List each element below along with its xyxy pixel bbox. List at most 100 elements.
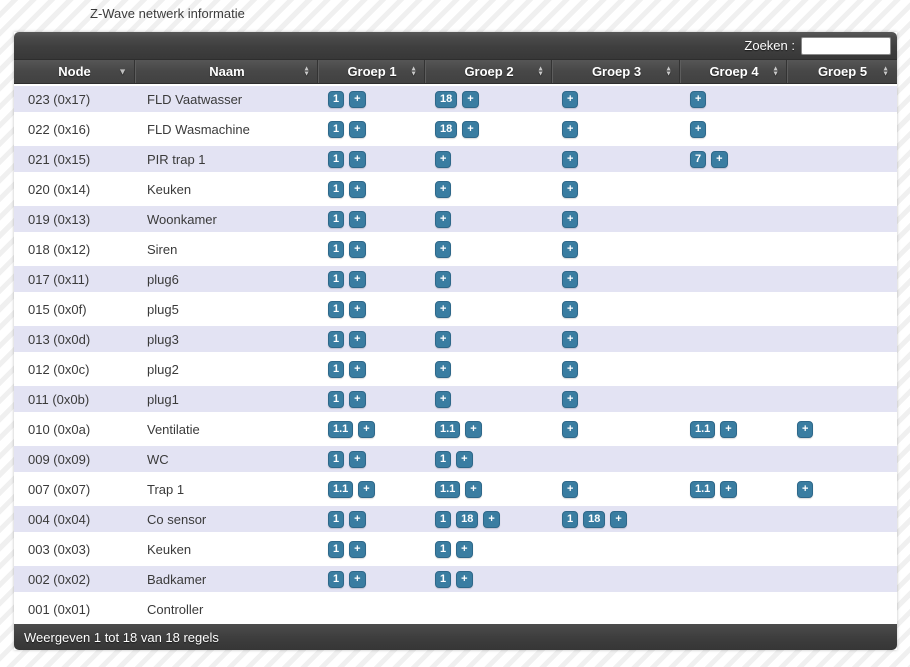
add-association-button[interactable]: + bbox=[562, 90, 579, 108]
add-association-button[interactable]: + bbox=[349, 180, 366, 198]
add-association-button[interactable]: + bbox=[690, 120, 707, 138]
add-association-button[interactable]: + bbox=[349, 450, 366, 468]
add-association-button[interactable]: + bbox=[435, 330, 452, 348]
column-header[interactable]: Naam ▲ ▼ bbox=[135, 60, 318, 83]
association-button[interactable]: 18 bbox=[456, 510, 479, 528]
add-association-button[interactable]: + bbox=[456, 570, 473, 588]
add-association-button[interactable]: + bbox=[349, 540, 366, 558]
association-button[interactable]: 1 bbox=[328, 180, 345, 198]
add-association-button[interactable]: + bbox=[720, 480, 737, 498]
association-button[interactable]: 1.1 bbox=[328, 420, 354, 438]
add-association-button[interactable]: + bbox=[435, 150, 452, 168]
add-association-button[interactable]: + bbox=[562, 240, 579, 258]
add-association-button[interactable]: + bbox=[562, 120, 579, 138]
association-button[interactable]: 18 bbox=[435, 90, 458, 108]
add-association-button[interactable]: + bbox=[349, 240, 366, 258]
add-association-button[interactable]: + bbox=[349, 330, 366, 348]
add-association-button[interactable]: + bbox=[358, 420, 375, 438]
association-button[interactable]: 1 bbox=[328, 510, 345, 528]
column-header-label: Naam bbox=[209, 64, 245, 79]
add-association-button[interactable]: + bbox=[349, 90, 366, 108]
search-input[interactable] bbox=[801, 36, 891, 55]
association-button[interactable]: 1 bbox=[435, 570, 452, 588]
add-association-button[interactable]: + bbox=[435, 390, 452, 408]
add-association-button[interactable]: + bbox=[349, 570, 366, 588]
add-association-button[interactable]: + bbox=[562, 270, 579, 288]
column-header[interactable]: Groep 1 ▲ ▼ bbox=[318, 60, 425, 83]
add-association-button[interactable]: + bbox=[456, 450, 473, 468]
add-association-button[interactable]: + bbox=[435, 270, 452, 288]
add-association-button[interactable]: + bbox=[435, 210, 452, 228]
add-association-button[interactable]: + bbox=[349, 360, 366, 378]
association-button[interactable]: 1 bbox=[328, 570, 345, 588]
add-association-button[interactable]: + bbox=[610, 510, 627, 528]
association-button[interactable]: 1.1 bbox=[435, 420, 461, 438]
add-association-button[interactable]: + bbox=[349, 150, 366, 168]
add-association-button[interactable]: + bbox=[562, 210, 579, 228]
add-association-button[interactable]: + bbox=[483, 510, 500, 528]
add-association-button[interactable]: + bbox=[358, 480, 375, 498]
add-association-button[interactable]: + bbox=[462, 90, 479, 108]
add-association-button[interactable]: + bbox=[562, 150, 579, 168]
association-button[interactable]: 1 bbox=[328, 90, 345, 108]
association-button[interactable]: 1.1 bbox=[328, 480, 354, 498]
add-association-button[interactable]: + bbox=[435, 180, 452, 198]
association-button[interactable]: 18 bbox=[435, 120, 458, 138]
add-association-button[interactable]: + bbox=[711, 150, 728, 168]
association-button[interactable]: 1 bbox=[328, 360, 345, 378]
sort-both-icon: ▲ ▼ bbox=[303, 65, 310, 78]
association-button[interactable]: 1 bbox=[328, 150, 345, 168]
column-header[interactable]: Groep 5 ▲ ▼ bbox=[787, 60, 897, 83]
add-association-button[interactable]: + bbox=[435, 360, 452, 378]
add-association-button[interactable]: + bbox=[562, 180, 579, 198]
add-association-button[interactable]: + bbox=[465, 480, 482, 498]
add-association-button[interactable]: + bbox=[797, 480, 814, 498]
add-association-button[interactable]: + bbox=[349, 390, 366, 408]
association-button[interactable]: 1.1 bbox=[435, 480, 461, 498]
add-association-button[interactable]: + bbox=[690, 90, 707, 108]
association-button[interactable]: 1 bbox=[435, 450, 452, 468]
add-association-button[interactable]: + bbox=[456, 540, 473, 558]
association-button[interactable]: 1 bbox=[328, 210, 345, 228]
column-header[interactable]: Groep 3 ▲ ▼ bbox=[552, 60, 680, 83]
column-header-label: Node bbox=[58, 64, 91, 79]
add-association-button[interactable]: + bbox=[562, 420, 579, 438]
association-button[interactable]: 1 bbox=[328, 330, 345, 348]
add-association-button[interactable]: + bbox=[349, 300, 366, 318]
group-4-cell bbox=[680, 506, 787, 532]
association-button[interactable]: 1 bbox=[328, 390, 345, 408]
association-button[interactable]: 1 bbox=[435, 540, 452, 558]
association-button[interactable]: 1 bbox=[562, 510, 579, 528]
association-button[interactable]: 1 bbox=[328, 240, 345, 258]
search-label: Zoeken : bbox=[744, 38, 795, 53]
association-button[interactable]: 1.1 bbox=[690, 480, 716, 498]
add-association-button[interactable]: + bbox=[435, 240, 452, 258]
add-association-button[interactable]: + bbox=[349, 120, 366, 138]
column-header[interactable]: Node ▼ bbox=[14, 60, 135, 83]
association-button[interactable]: 1 bbox=[328, 270, 345, 288]
association-button[interactable]: 7 bbox=[690, 150, 707, 168]
association-button[interactable]: 1 bbox=[328, 540, 345, 558]
association-button[interactable]: 1 bbox=[328, 450, 345, 468]
add-association-button[interactable]: + bbox=[562, 300, 579, 318]
add-association-button[interactable]: + bbox=[797, 420, 814, 438]
association-button[interactable]: 1 bbox=[328, 300, 345, 318]
add-association-button[interactable]: + bbox=[562, 360, 579, 378]
add-association-button[interactable]: + bbox=[349, 510, 366, 528]
add-association-button[interactable]: + bbox=[562, 480, 579, 498]
add-association-button[interactable]: + bbox=[562, 330, 579, 348]
add-association-button[interactable]: + bbox=[435, 300, 452, 318]
column-header[interactable]: Groep 2 ▲ ▼ bbox=[425, 60, 552, 83]
association-button[interactable]: 18 bbox=[583, 510, 606, 528]
add-association-button[interactable]: + bbox=[462, 120, 479, 138]
add-association-button[interactable]: + bbox=[349, 270, 366, 288]
add-association-button[interactable]: + bbox=[349, 210, 366, 228]
column-header[interactable]: Groep 4 ▲ ▼ bbox=[680, 60, 787, 83]
add-association-button[interactable]: + bbox=[465, 420, 482, 438]
sort-descending-icon: ▼ bbox=[118, 66, 127, 76]
association-button[interactable]: 1 bbox=[435, 510, 452, 528]
add-association-button[interactable]: + bbox=[562, 390, 579, 408]
add-association-button[interactable]: + bbox=[720, 420, 737, 438]
association-button[interactable]: 1.1 bbox=[690, 420, 716, 438]
association-button[interactable]: 1 bbox=[328, 120, 345, 138]
